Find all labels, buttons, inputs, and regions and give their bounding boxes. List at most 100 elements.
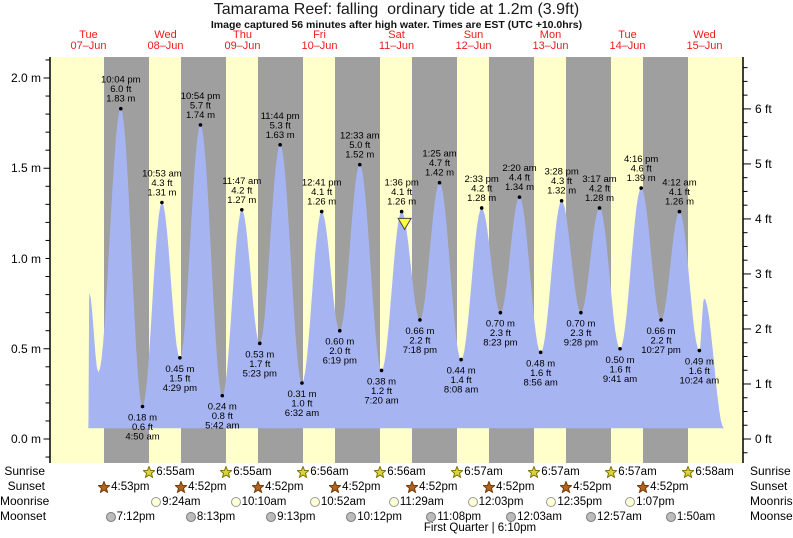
low-tide-dot bbox=[220, 393, 225, 398]
astro-event-time: 4:52pm bbox=[496, 481, 535, 493]
moonrise-moon-icon bbox=[546, 497, 557, 507]
high-tide-dot bbox=[357, 162, 362, 167]
day-of-week: Tue bbox=[79, 29, 98, 41]
day-date: 15–Jun bbox=[686, 40, 723, 52]
astro-event-time: 4:52pm bbox=[342, 481, 381, 493]
sunset-star bbox=[637, 481, 650, 493]
astro-event-time: 4:52pm bbox=[419, 481, 458, 493]
sunset-star-icon bbox=[483, 481, 496, 493]
day-of-week: Mon bbox=[539, 29, 562, 41]
high-tide-annotation-line: 11:44 pm bbox=[261, 111, 300, 122]
low-tide-annotation-line: 10:24 am bbox=[680, 376, 720, 387]
astro-event-time: 6:55am bbox=[156, 466, 195, 478]
high-tide-dot bbox=[677, 209, 682, 214]
low-tide-annotation-line: 0.31 m bbox=[287, 389, 316, 400]
moonrise-moon-icon bbox=[230, 497, 241, 507]
day-date: 11–Jun bbox=[378, 40, 415, 52]
high-tide-annotation-line: 1.32 m bbox=[547, 186, 576, 197]
moonrise-moon-icon bbox=[309, 497, 320, 507]
high-tide-annotation-line: 4:12 am bbox=[662, 178, 696, 189]
low-tide-annotation-line: 0.48 m bbox=[526, 358, 555, 369]
sunset-star bbox=[175, 481, 188, 493]
moonrise-moon-icon bbox=[388, 497, 399, 507]
high-tide-annotation-line: 4.1 ft bbox=[311, 187, 332, 198]
astro-event-time: 10:12pm bbox=[357, 511, 402, 523]
astro-event: 10:10am bbox=[230, 496, 286, 509]
high-tide-dot bbox=[240, 207, 244, 212]
astro-event: 4:52pm bbox=[175, 481, 226, 494]
day-date: 09–Jun bbox=[224, 40, 261, 52]
low-tide-annotation-line: 1.7 ft bbox=[249, 359, 270, 370]
astro-event-time: 6:57am bbox=[541, 466, 580, 478]
sunset-star-icon bbox=[98, 481, 111, 493]
day-label: Tue 14–Jun bbox=[589, 30, 666, 52]
low-tide-dot bbox=[498, 310, 503, 315]
high-tide-annotation-line: 1.63 m bbox=[266, 130, 295, 141]
high-tide-annotation-line: 12:33 am bbox=[340, 131, 380, 142]
astro-event: 8:13pm bbox=[185, 511, 235, 524]
astro-event: 4:52pm bbox=[483, 481, 534, 494]
left-axis-label: 2.0 m bbox=[10, 71, 41, 85]
astro-event: 9:24am bbox=[151, 496, 201, 509]
high-tide-annotation-line: 2:20 am bbox=[502, 163, 536, 174]
high-tide-annotation-line: 1.39 m bbox=[627, 173, 656, 184]
sunset-star bbox=[406, 481, 419, 493]
high-tide-annotation-line: 4.2 ft bbox=[231, 185, 252, 196]
low-tide-annotation-line: 1.6 ft bbox=[610, 364, 631, 375]
low-tide-annotation-line: 2.0 ft bbox=[329, 346, 350, 357]
low-tide-annotation-line: 5:23 pm bbox=[243, 368, 277, 379]
astro-event: 4:53pm bbox=[98, 481, 150, 494]
high-tide-dot bbox=[639, 186, 643, 190]
astro-row-label-right: Sunrise bbox=[750, 464, 791, 478]
astro-event: 10:12pm bbox=[346, 511, 402, 524]
astro-event: 11:08pm bbox=[426, 511, 481, 524]
astro-row-label-right: Sunset bbox=[750, 479, 788, 493]
high-tide-dot bbox=[319, 209, 324, 214]
high-tide-dot bbox=[198, 123, 203, 127]
high-tide-annotation-line: 4.3 ft bbox=[151, 178, 172, 189]
sunrise-star bbox=[451, 466, 464, 478]
high-tide-annotation-line: 1.52 m bbox=[345, 150, 374, 161]
low-tide-annotation-line: 0.70 m bbox=[566, 319, 595, 330]
high-tide-annotation-line: 4.4 ft bbox=[509, 173, 530, 184]
day-of-week: Fri bbox=[313, 29, 326, 41]
sunrise-star-icon bbox=[143, 466, 156, 478]
low-tide-dot bbox=[579, 310, 583, 315]
astro-event-time: 10:52am bbox=[320, 496, 366, 508]
astro-event-time: 6:58am bbox=[695, 466, 734, 478]
high-tide-annotation-line: 5.7 ft bbox=[190, 100, 211, 111]
astro-event: 4:52pm bbox=[637, 481, 688, 494]
moonrise-moon-icon bbox=[625, 497, 636, 507]
right-axis-label: 0 ft bbox=[755, 432, 772, 446]
astro-event: 6:56am bbox=[374, 466, 426, 479]
moonrise-moon-icon bbox=[467, 497, 478, 507]
low-tide-annotation-line: 0.66 m bbox=[405, 326, 434, 337]
low-tide-annotation-line: 1.6 ft bbox=[689, 366, 710, 377]
high-tide-annotation-line: 4.6 ft bbox=[631, 164, 652, 175]
astro-event-time: 4:52pm bbox=[188, 481, 227, 493]
high-tide-dot bbox=[559, 198, 564, 203]
low-tide-dot bbox=[697, 348, 702, 353]
low-tide-annotation-line: 0.8 ft bbox=[212, 411, 233, 422]
sunrise-star bbox=[605, 466, 618, 478]
astro-event-time: 4:53pm bbox=[111, 481, 150, 493]
day-date: 07–Jun bbox=[70, 40, 107, 52]
tide-curve-area bbox=[88, 108, 725, 429]
sunset-star bbox=[483, 481, 496, 493]
astro-event: 12:35pm bbox=[546, 496, 602, 509]
high-tide-annotation-line: 10:04 pm bbox=[101, 75, 141, 86]
moonset-moon-icon bbox=[665, 512, 676, 522]
astro-event: 4:52pm bbox=[560, 481, 611, 494]
astro-event: 6:57am bbox=[528, 466, 580, 479]
low-tide-dot bbox=[418, 318, 422, 322]
high-tide-annotation-line: 1.83 m bbox=[106, 94, 135, 105]
day-of-week: Wed bbox=[154, 29, 177, 41]
high-tide-annotation-line: 1.26 m bbox=[665, 197, 694, 208]
astro-event-time: 1:07pm bbox=[636, 496, 675, 508]
day-of-week: Wed bbox=[693, 29, 716, 41]
high-tide-dot bbox=[437, 180, 442, 185]
astro-event: 6:57am bbox=[605, 466, 657, 479]
astro-event: 12:03pm bbox=[467, 496, 523, 509]
sunrise-star-icon bbox=[682, 466, 695, 478]
